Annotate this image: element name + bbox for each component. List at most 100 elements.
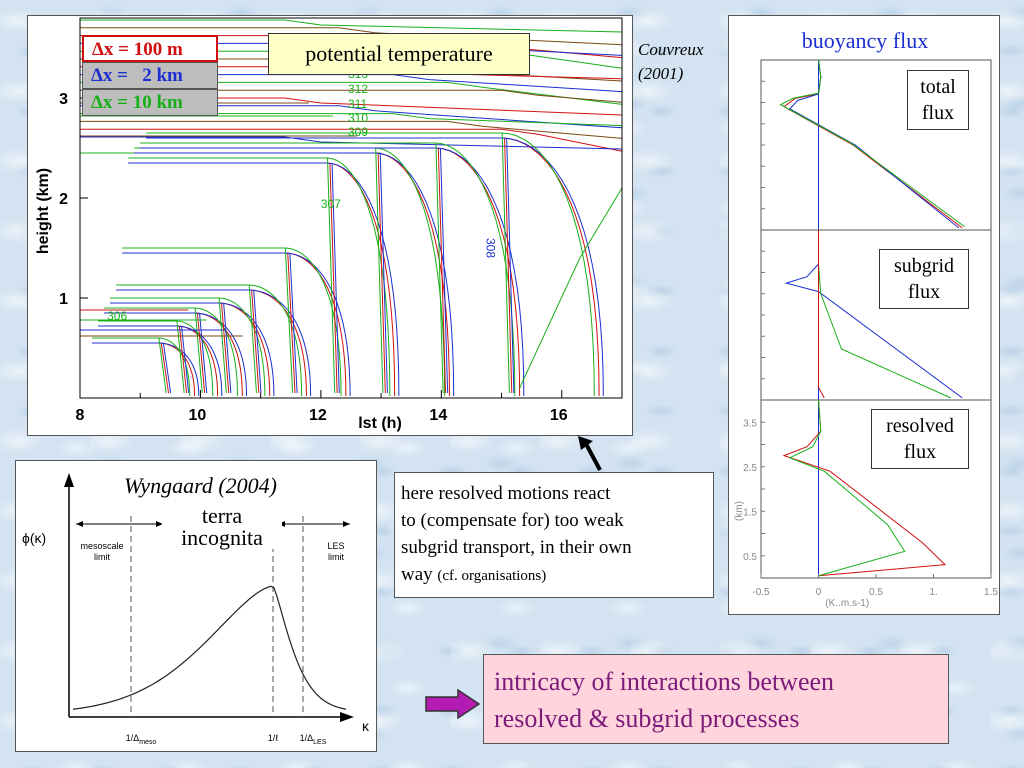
contour-line bbox=[122, 247, 342, 397]
contour-line bbox=[253, 289, 262, 394]
contour-value-label: 307 bbox=[321, 197, 341, 211]
stratification-line bbox=[80, 19, 623, 33]
flux-profile-line bbox=[782, 399, 947, 577]
flux-y-tick-label: 3.5 bbox=[743, 418, 757, 429]
contour-line bbox=[98, 320, 214, 397]
flux-x-tick-label: 0 bbox=[816, 587, 822, 598]
contour-line bbox=[134, 152, 450, 397]
contour-line bbox=[437, 147, 447, 394]
contour-line bbox=[501, 132, 510, 394]
flux-profile-line bbox=[779, 59, 965, 228]
contour-value-label: 311 bbox=[348, 97, 367, 111]
contour-line bbox=[289, 252, 298, 394]
flux-y-tick-label: 2.5 bbox=[743, 463, 757, 474]
wyngaard-citation: Wyngaard (2004) bbox=[124, 473, 277, 498]
stratification-line bbox=[80, 113, 623, 127]
contour-line bbox=[110, 302, 275, 397]
conclusion-box: intricacy of interactions between resolv… bbox=[483, 654, 949, 744]
potential-temperature-chart: 306307308309310311312313 123810121416lst… bbox=[35, 17, 623, 432]
flux-y-tick-label: 1.5 bbox=[743, 507, 757, 518]
contour-line bbox=[199, 312, 208, 394]
y-tick-label: 2 bbox=[59, 191, 68, 208]
subgrid-flux-label: subgrid flux bbox=[879, 249, 969, 309]
contour-line bbox=[158, 337, 167, 394]
contour-line bbox=[122, 252, 347, 397]
y-tick-label: 1 bbox=[59, 291, 68, 308]
buoyancy-flux-chart: 3.5 2.5 1.5 0.5 -0.5 0 0.5 1. 1.5 (K..m.s-1) (km) bbox=[734, 59, 998, 609]
contour-line bbox=[128, 157, 391, 397]
contour-line bbox=[98, 325, 223, 397]
flux-profile-line bbox=[818, 230, 825, 399]
spectrum-tick-label: 1/Δmeso bbox=[126, 733, 157, 746]
spectrum-y-label: ϕ(κ) bbox=[22, 530, 46, 546]
contour-value-label: 306 bbox=[107, 309, 127, 323]
contour-line bbox=[122, 252, 351, 397]
les-limit-label: LES bbox=[327, 541, 344, 551]
x-tick-label: 14 bbox=[429, 407, 447, 424]
contour-line bbox=[140, 147, 521, 397]
x-tick-label: 16 bbox=[550, 407, 568, 424]
buoyancy-flux-title: buoyancy flux bbox=[801, 28, 929, 53]
contour-line bbox=[146, 137, 600, 397]
contour-line bbox=[375, 147, 384, 394]
buoyancy-flux-panel: buoyancy flux 3.5 2.5 1.5 0.5 -0.5 0 0.5 1. 1.5(… bbox=[728, 15, 1000, 615]
contour-line bbox=[110, 297, 266, 397]
flux-x-tick-label: 0.5 bbox=[869, 587, 883, 598]
contour-line bbox=[504, 137, 513, 394]
contour-line bbox=[331, 162, 340, 394]
flux-x-unit-label: (K..m.s-1) bbox=[825, 598, 869, 609]
y-axis-label: height (km) bbox=[35, 168, 52, 254]
x-tick-label: 10 bbox=[189, 407, 207, 424]
contour-line bbox=[248, 284, 257, 394]
energy-spectrum-curve bbox=[72, 585, 347, 710]
stratification-line bbox=[80, 81, 623, 105]
contour-line bbox=[134, 152, 455, 397]
zone-arrowhead-icon bbox=[156, 521, 163, 527]
couvreux-citation: Couvreux (2001) bbox=[638, 40, 704, 83]
y-tick-label: 3 bbox=[59, 91, 68, 108]
contour-line bbox=[146, 137, 604, 397]
resolved-motion-note: here resolved motions react to (compensa… bbox=[394, 472, 714, 598]
flux-x-tick-label: 1.5 bbox=[984, 587, 998, 598]
contour-line bbox=[284, 247, 294, 394]
contour-line bbox=[134, 147, 446, 397]
spectrum-panel: ϕ(κ) κ mesoscale limit LES limit 1/Δmeso 1/ℓ 1/Δ… bbox=[15, 460, 377, 752]
contour-line bbox=[146, 132, 595, 397]
contour-line bbox=[519, 187, 623, 389]
spectrum-tick-label: 1/ΔLES bbox=[300, 733, 327, 746]
flux-profile-line bbox=[788, 399, 906, 577]
contour-line bbox=[162, 342, 172, 394]
contour-line bbox=[92, 342, 200, 397]
resolved-flux-label: resolved flux bbox=[871, 409, 969, 469]
contour-line bbox=[223, 302, 232, 394]
contour-value-label: 310 bbox=[348, 111, 368, 125]
stratification-line bbox=[80, 89, 623, 103]
contour-line bbox=[329, 162, 338, 394]
total-flux-label: total flux bbox=[907, 70, 969, 130]
x-axis-label: lst (h) bbox=[358, 415, 402, 432]
flux-x-tick-label: -0.5 bbox=[752, 587, 770, 598]
stratification-line bbox=[80, 136, 623, 150]
contour-line bbox=[251, 289, 260, 394]
potential-temperature-label: potential temperature bbox=[268, 33, 530, 75]
resolution-legend: Δx = 100 m Δx = 2 km Δx = 10 km bbox=[82, 35, 218, 119]
contour-line bbox=[439, 147, 449, 394]
pointer-arrow-icon bbox=[578, 436, 602, 471]
contour-line bbox=[287, 252, 296, 394]
contour-line bbox=[506, 137, 515, 394]
contour-value-label: 308 bbox=[484, 238, 498, 258]
contour-line bbox=[194, 307, 203, 394]
contour-line bbox=[221, 302, 230, 394]
contour-line bbox=[435, 142, 444, 394]
plot-frame bbox=[79, 17, 623, 399]
potential-temperature-panel: 306307308309310311312313 123810121416lst… bbox=[27, 15, 633, 436]
legend-entry-2km: Δx = 2 km bbox=[82, 62, 218, 89]
contour-line bbox=[140, 147, 525, 397]
contour-line bbox=[104, 312, 248, 397]
contour-line bbox=[377, 152, 386, 394]
contour-line bbox=[180, 325, 190, 394]
x-tick-label: 8 bbox=[76, 407, 85, 424]
les-limit-label: limit bbox=[328, 552, 344, 562]
contour-line bbox=[140, 142, 516, 397]
